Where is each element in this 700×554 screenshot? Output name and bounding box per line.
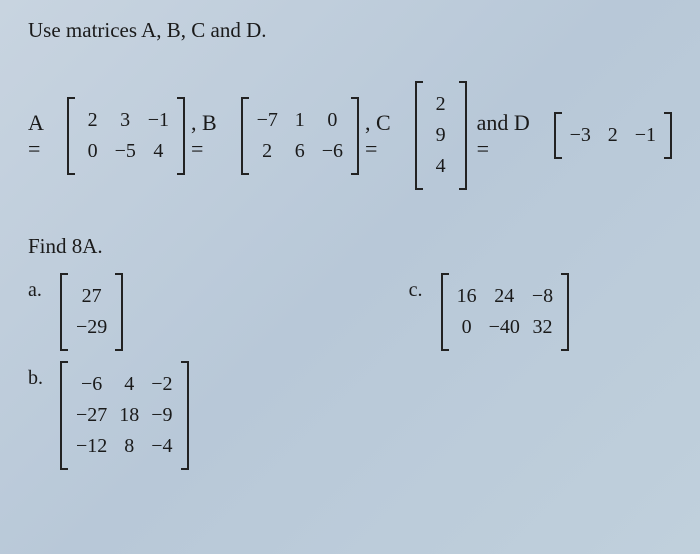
matrix-d: −32−1 — [554, 112, 672, 159]
matrix-cell: 0 — [77, 136, 109, 167]
matrix-cell: 4 — [113, 369, 145, 400]
matrix-cell: 18 — [113, 400, 145, 431]
matrix-cell: 4 — [425, 151, 457, 182]
matrix-definitions: A = 23−10−54 , B = −71026−6 , C = 294 an… — [28, 81, 672, 190]
answer-label-c: c. — [409, 273, 429, 302]
matrix-cell: 0 — [316, 105, 349, 136]
matrix-cell: 1 — [284, 105, 316, 136]
matrix-cell: 8 — [113, 431, 145, 462]
matrix-cell: −29 — [70, 312, 113, 343]
matrix-cell: 2 — [77, 105, 109, 136]
matrix-cell: −3 — [564, 120, 597, 151]
matrix-cell: 9 — [425, 120, 457, 151]
matrix-cell: −27 — [70, 400, 113, 431]
matrix-cell: 32 — [526, 312, 559, 343]
matrix-cell: −1 — [629, 120, 662, 151]
matrix-cell: −12 — [70, 431, 113, 462]
matrix-cell: 27 — [70, 281, 113, 312]
matrix-cell: −6 — [70, 369, 113, 400]
matrix-cell: 24 — [483, 281, 526, 312]
matrix-cell: 2 — [425, 89, 457, 120]
label-c: , C = — [365, 110, 409, 162]
answer-label-a: a. — [28, 273, 48, 302]
matrix-answer-b: −64−2 −2718−9 −128−4 — [60, 361, 189, 470]
matrix-cell: −1 — [142, 105, 175, 136]
matrix-cell: −2 — [145, 369, 178, 400]
instruction-text: Use matrices A, B, C and D. — [28, 18, 672, 43]
matrix-cell: −8 — [526, 281, 559, 312]
matrix-cell: −4 — [145, 431, 178, 462]
matrix-answer-a: 27−29 — [60, 273, 123, 351]
matrix-cell: −7 — [251, 105, 284, 136]
answer-label-b: b. — [28, 361, 48, 390]
matrix-cell: −5 — [109, 136, 142, 167]
matrix-cell: 6 — [284, 136, 316, 167]
matrix-cell: 4 — [142, 136, 175, 167]
matrix-answer-c: 1624−8 0−4032 — [441, 273, 570, 351]
matrix-cell: 0 — [451, 312, 483, 343]
label-b: , B = — [191, 110, 235, 162]
matrix-cell: −9 — [145, 400, 178, 431]
matrix-cell: 16 — [451, 281, 483, 312]
answer-a: a. 27−29 — [28, 273, 189, 351]
matrix-cell: −40 — [483, 312, 526, 343]
matrix-c: 294 — [415, 81, 467, 190]
find-prompt: Find 8A. — [28, 234, 672, 259]
answer-b: b. −64−2 −2718−9 −128−4 — [28, 361, 189, 470]
matrix-cell: 2 — [251, 136, 284, 167]
matrix-cell: −6 — [316, 136, 349, 167]
matrix-a: 23−1 0−54 — [67, 97, 185, 175]
matrix-b: −710 26−6 — [241, 97, 359, 175]
label-d: and D = — [477, 110, 548, 162]
matrix-cell: 3 — [109, 105, 142, 136]
problem-page: Use matrices A, B, C and D. A = 23−10−54… — [0, 0, 700, 498]
matrix-cell: 2 — [597, 120, 629, 151]
label-a: A = — [28, 110, 61, 162]
answer-c: c. 1624−8 0−4032 — [409, 273, 570, 351]
answer-choices: a. 27−29 b. −64−2 −2718−9 −128−4 c. 1624 — [28, 273, 672, 480]
